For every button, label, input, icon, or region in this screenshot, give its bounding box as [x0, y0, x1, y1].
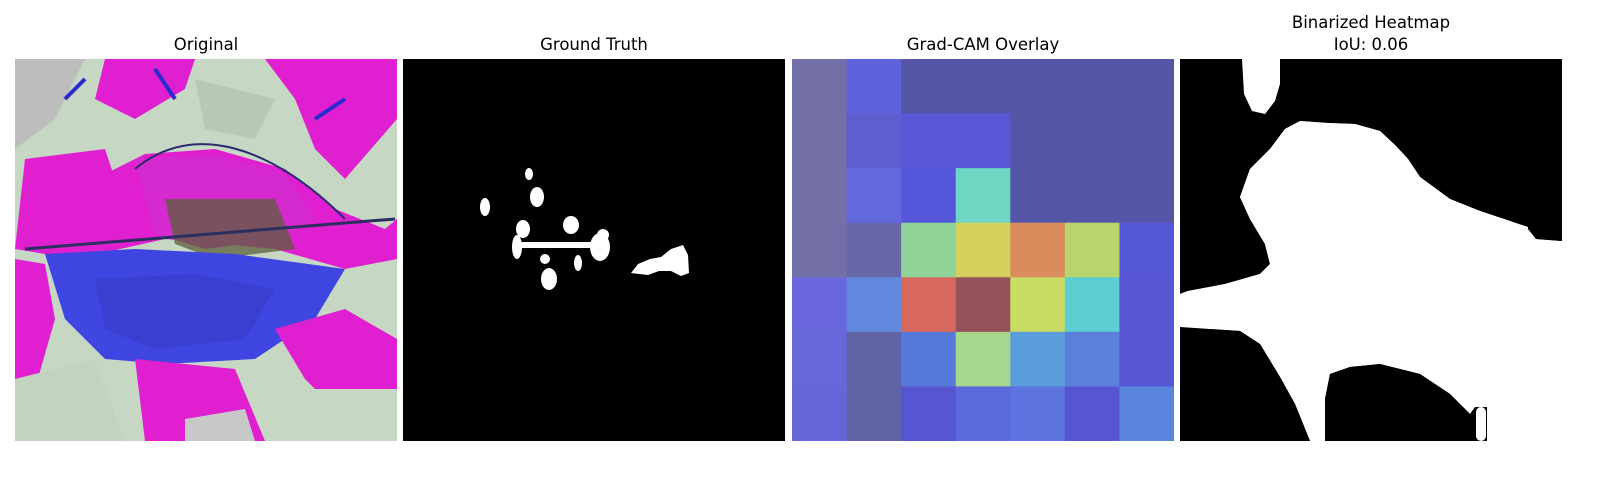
heatmap-cell	[1064, 331, 1120, 387]
heatmap-cell	[901, 168, 957, 224]
heatmap-cell	[1010, 222, 1066, 278]
heatmap-cell	[1064, 222, 1120, 278]
heatmap-cell	[955, 168, 1011, 224]
heatmap-cell	[1010, 59, 1066, 115]
heatmap-cell	[792, 168, 848, 224]
heatmap-cell	[792, 277, 848, 333]
panel-title-gradcam: Grad-CAM Overlay	[906, 35, 1060, 54]
heatmap-cell	[1119, 331, 1174, 387]
panel-title-binarized: Binarized Heatmap	[1291, 13, 1451, 32]
heatmap-cell	[792, 113, 848, 169]
heatmap-cell	[1119, 168, 1174, 224]
heatmap-cell	[792, 331, 848, 387]
heatmap-cell	[1064, 59, 1120, 115]
heatmap-cell	[901, 59, 957, 115]
panel-ground-truth: Ground Truth	[403, 0, 785, 500]
heatmap-cell	[955, 59, 1011, 115]
gradcam-heatmap	[792, 59, 1174, 441]
heatmap-cell	[1064, 277, 1120, 333]
heatmap-cell	[1010, 386, 1066, 441]
heatmap-cell	[846, 59, 902, 115]
heatmap-cell	[792, 222, 848, 278]
heatmap-cell	[1119, 59, 1174, 115]
heatmap-cell	[1119, 113, 1174, 169]
heatmap-cell	[955, 386, 1011, 441]
heatmap-cell	[1119, 277, 1174, 333]
heatmap-cell	[955, 113, 1011, 169]
heatmap-cell	[901, 277, 957, 333]
heatmap-cell	[1064, 113, 1120, 169]
binarized-mask	[1180, 59, 1562, 441]
original-image	[15, 59, 397, 441]
heatmap-cell	[1010, 168, 1066, 224]
heatmap-cell	[846, 277, 902, 333]
heatmap-cell	[1010, 113, 1066, 169]
heatmap-cell	[846, 168, 902, 224]
heatmap-cell	[846, 113, 902, 169]
heatmap-cell	[1119, 386, 1174, 441]
heatmap-cell	[901, 331, 957, 387]
heatmap-cell	[955, 277, 1011, 333]
heatmap-cell	[955, 222, 1011, 278]
heatmap-cell	[846, 386, 902, 441]
heatmap-cell	[792, 386, 848, 441]
panel-gradcam: Grad-CAM Overlay	[792, 0, 1174, 500]
ground-truth-mask	[403, 59, 785, 441]
panel-original: Original	[15, 0, 397, 500]
heatmap-cell	[1119, 222, 1174, 278]
heatmap-cell	[901, 113, 957, 169]
heatmap-cell	[955, 331, 1011, 387]
heatmap-cell	[901, 222, 957, 278]
heatmap-cell	[1064, 386, 1120, 441]
panel-title-original: Original	[173, 35, 239, 54]
panel-iou-label: IoU: 0.06	[1333, 35, 1409, 54]
panel-title-ground-truth: Ground Truth	[540, 35, 648, 54]
heatmap-cell	[846, 331, 902, 387]
heatmap-cell	[846, 222, 902, 278]
heatmap-cell	[901, 386, 957, 441]
heatmap-cell	[1010, 277, 1066, 333]
heatmap-cell	[1010, 331, 1066, 387]
heatmap-cell	[792, 59, 848, 115]
panel-binarized: Binarized Heatmap IoU: 0.06	[1180, 0, 1562, 500]
heatmap-cell	[1064, 168, 1120, 224]
